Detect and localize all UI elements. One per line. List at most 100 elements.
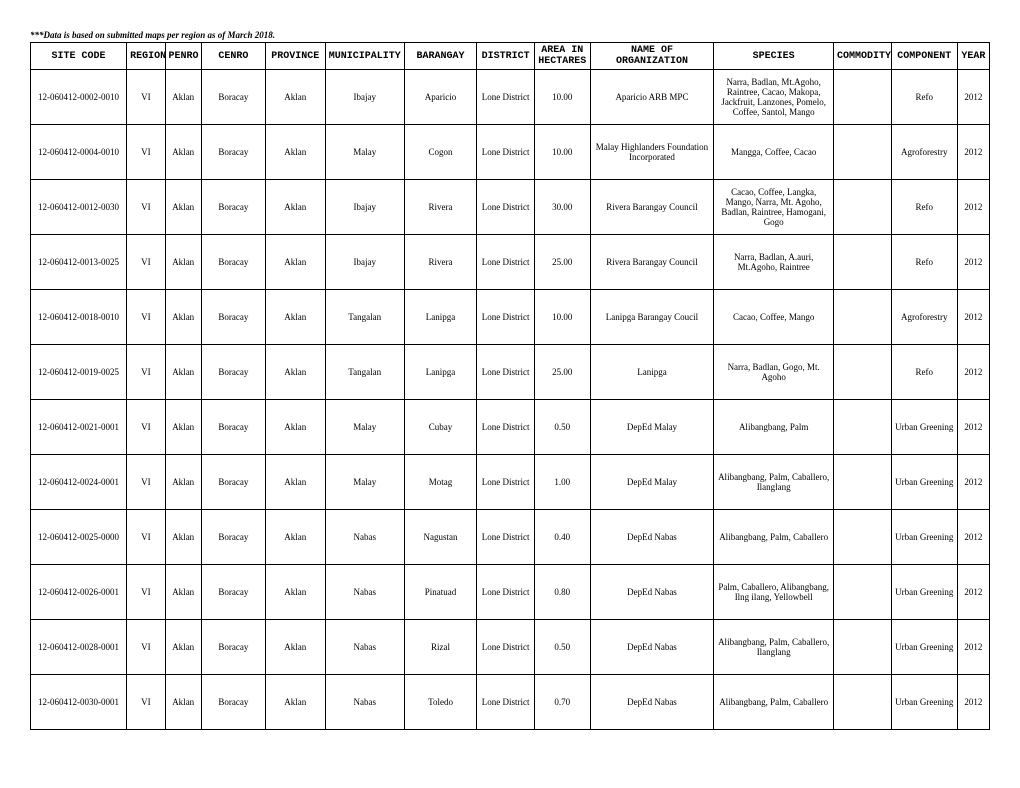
cell-year: 2012 xyxy=(957,455,989,510)
cell-region: VI xyxy=(127,290,165,345)
cell-region: VI xyxy=(127,70,165,125)
cell-barangay: Rivera xyxy=(404,180,477,235)
cell-site_code: 12-060412-0030-0001 xyxy=(31,675,127,730)
cell-commodity xyxy=(833,125,891,180)
cell-component: Agroforestry xyxy=(891,290,957,345)
cell-cenro: Boracay xyxy=(201,620,265,675)
cell-district: Lone District xyxy=(477,290,535,345)
cell-year: 2012 xyxy=(957,345,989,400)
table-row: 12-060412-0021-0001VIAklanBoracayAklanMa… xyxy=(31,400,990,455)
cell-site_code: 12-060412-0002-0010 xyxy=(31,70,127,125)
table-row: 12-060412-0013-0025VIAklanBoracayAklanIb… xyxy=(31,235,990,290)
cell-commodity xyxy=(833,345,891,400)
cell-municipality: Nabas xyxy=(325,675,404,730)
cell-penro: Aklan xyxy=(165,400,201,455)
cell-area: 0.50 xyxy=(534,620,590,675)
cell-barangay: Motag xyxy=(404,455,477,510)
cell-barangay: Lanipga xyxy=(404,290,477,345)
table-row: 12-060412-0019-0025VIAklanBoracayAklanTa… xyxy=(31,345,990,400)
cell-cenro: Boracay xyxy=(201,510,265,565)
table-header-row: SITE CODE REGION PENRO CENRO PROVINCE MU… xyxy=(31,43,990,70)
cell-municipality: Malay xyxy=(325,125,404,180)
cell-species: Cacao, Coffee, Langka, Mango, Narra, Mt.… xyxy=(714,180,834,235)
table-row: 12-060412-0025-0000VIAklanBoracayAklanNa… xyxy=(31,510,990,565)
cell-org: Rivera Barangay Council xyxy=(590,180,714,235)
cell-org: DepEd Nabas xyxy=(590,675,714,730)
cell-org: DepEd Nabas xyxy=(590,620,714,675)
cell-district: Lone District xyxy=(477,620,535,675)
cell-site_code: 12-060412-0024-0001 xyxy=(31,455,127,510)
cell-region: VI xyxy=(127,455,165,510)
cell-municipality: Nabas xyxy=(325,510,404,565)
cell-species: Alibangbang, Palm, Caballero, Ilanglang xyxy=(714,620,834,675)
cell-district: Lone District xyxy=(477,510,535,565)
cell-org: Lanipga Barangay Coucil xyxy=(590,290,714,345)
cell-penro: Aklan xyxy=(165,510,201,565)
cell-area: 25.00 xyxy=(534,235,590,290)
cell-area: 0.50 xyxy=(534,400,590,455)
cell-cenro: Boracay xyxy=(201,235,265,290)
cell-municipality: Ibajay xyxy=(325,70,404,125)
cell-district: Lone District xyxy=(477,675,535,730)
cell-commodity xyxy=(833,565,891,620)
cell-component: Urban Greening xyxy=(891,455,957,510)
cell-component: Refo xyxy=(891,345,957,400)
table-row: 12-060412-0024-0001VIAklanBoracayAklanMa… xyxy=(31,455,990,510)
cell-year: 2012 xyxy=(957,125,989,180)
header-penro: PENRO xyxy=(165,43,201,70)
cell-penro: Aklan xyxy=(165,70,201,125)
cell-district: Lone District xyxy=(477,70,535,125)
cell-species: Alibangbang, Palm xyxy=(714,400,834,455)
cell-component: Urban Greening xyxy=(891,510,957,565)
cell-cenro: Boracay xyxy=(201,290,265,345)
cell-component: Urban Greening xyxy=(891,620,957,675)
cell-municipality: Nabas xyxy=(325,620,404,675)
cell-year: 2012 xyxy=(957,290,989,345)
cell-org: Malay Highlanders Foundation Incorporate… xyxy=(590,125,714,180)
cell-district: Lone District xyxy=(477,345,535,400)
cell-org: DepEd Malay xyxy=(590,400,714,455)
cell-site_code: 12-060412-0028-0001 xyxy=(31,620,127,675)
cell-region: VI xyxy=(127,125,165,180)
cell-barangay: Toledo xyxy=(404,675,477,730)
cell-site_code: 12-060412-0021-0001 xyxy=(31,400,127,455)
cell-barangay: Rivera xyxy=(404,235,477,290)
cell-year: 2012 xyxy=(957,235,989,290)
cell-cenro: Boracay xyxy=(201,565,265,620)
table-row: 12-060412-0004-0010VIAklanBoracayAklanMa… xyxy=(31,125,990,180)
cell-cenro: Boracay xyxy=(201,455,265,510)
cell-site_code: 12-060412-0018-0010 xyxy=(31,290,127,345)
header-component: COMPONENT xyxy=(891,43,957,70)
header-commodity: COMMODITY xyxy=(833,43,891,70)
cell-penro: Aklan xyxy=(165,290,201,345)
cell-area: 0.70 xyxy=(534,675,590,730)
cell-district: Lone District xyxy=(477,125,535,180)
cell-commodity xyxy=(833,70,891,125)
data-note: ***Data is based on submitted maps per r… xyxy=(30,30,990,40)
header-year: YEAR xyxy=(957,43,989,70)
cell-component: Agroforestry xyxy=(891,125,957,180)
header-region: REGION xyxy=(127,43,165,70)
cell-region: VI xyxy=(127,400,165,455)
cell-commodity xyxy=(833,290,891,345)
cell-site_code: 12-060412-0026-0001 xyxy=(31,565,127,620)
cell-component: Refo xyxy=(891,70,957,125)
cell-commodity xyxy=(833,620,891,675)
cell-municipality: Nabas xyxy=(325,565,404,620)
cell-region: VI xyxy=(127,675,165,730)
header-species: SPECIES xyxy=(714,43,834,70)
cell-species: Mangga, Coffee, Cacao xyxy=(714,125,834,180)
cell-species: Alibangbang, Palm, Caballero xyxy=(714,675,834,730)
cell-area: 30.00 xyxy=(534,180,590,235)
cell-region: VI xyxy=(127,620,165,675)
cell-barangay: Cubay xyxy=(404,400,477,455)
cell-province: Aklan xyxy=(265,455,325,510)
cell-component: Urban Greening xyxy=(891,675,957,730)
cell-year: 2012 xyxy=(957,510,989,565)
cell-district: Lone District xyxy=(477,235,535,290)
cell-org: DepEd Nabas xyxy=(590,565,714,620)
cell-region: VI xyxy=(127,510,165,565)
cell-municipality: Malay xyxy=(325,455,404,510)
cell-province: Aklan xyxy=(265,510,325,565)
cell-year: 2012 xyxy=(957,565,989,620)
